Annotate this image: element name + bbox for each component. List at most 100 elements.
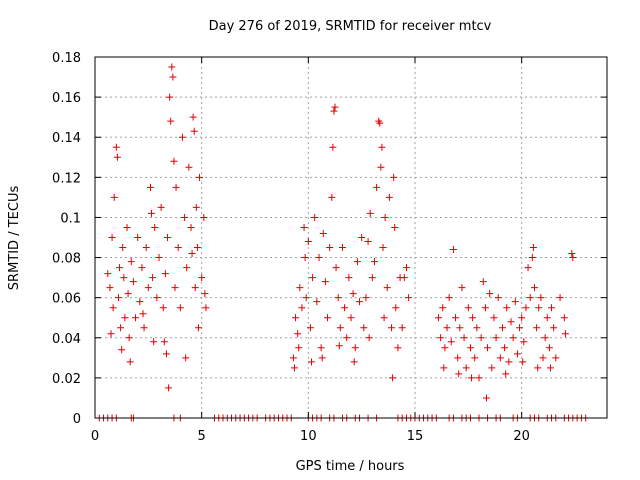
data-point [548, 304, 556, 312]
data-point [405, 294, 413, 302]
data-point [460, 334, 468, 342]
data-point [153, 294, 161, 302]
data-point [560, 314, 568, 322]
data-point [308, 358, 316, 366]
data-point [462, 364, 470, 372]
x-tick-label: 5 [198, 429, 206, 444]
data-point [464, 304, 472, 312]
data-point [516, 324, 524, 332]
data-point [321, 278, 329, 286]
data-point [479, 278, 487, 286]
x-tick-label: 10 [300, 429, 317, 444]
data-point [522, 304, 530, 312]
data-point [379, 244, 387, 252]
data-point [140, 324, 148, 332]
data-point [332, 264, 340, 272]
data-point [315, 254, 323, 262]
data-point [139, 310, 147, 318]
data-point [157, 203, 165, 211]
data-point [550, 324, 558, 332]
data-point [546, 364, 554, 372]
data-point [165, 384, 173, 392]
data-point [193, 244, 201, 252]
data-point [296, 284, 304, 292]
data-point [167, 117, 175, 125]
data-point [134, 234, 142, 241]
data-point [301, 254, 309, 262]
data-point [376, 119, 384, 127]
data-point [191, 284, 199, 292]
data-point [119, 244, 127, 252]
data-point [182, 354, 190, 362]
plot-frame [94, 56, 608, 419]
data-point [490, 314, 498, 322]
data-point [326, 244, 334, 252]
data-point [132, 314, 140, 322]
data-point [445, 294, 453, 302]
data-point [486, 290, 494, 298]
y-tick-label: 0.16 [52, 91, 81, 106]
data-point [160, 338, 168, 346]
data-point [298, 304, 306, 312]
data-point [471, 354, 479, 362]
data-point [569, 254, 577, 262]
data-point [449, 246, 457, 254]
data-point [392, 304, 400, 312]
data-point [169, 73, 177, 81]
data-point [458, 284, 466, 292]
data-point [488, 364, 496, 372]
data-point [482, 394, 490, 402]
data-point [294, 330, 302, 338]
data-point [456, 324, 464, 332]
data-point [378, 143, 386, 151]
data-point [336, 324, 344, 332]
x-tick-label: 15 [407, 429, 424, 444]
data-point [170, 157, 178, 165]
data-point [292, 314, 300, 322]
x-axis-label: GPS time / hours [296, 459, 405, 474]
data-point [300, 223, 308, 231]
data-point [328, 193, 336, 201]
data-point [475, 374, 483, 382]
data-point [437, 334, 445, 342]
data-point [454, 354, 462, 362]
data-point [290, 364, 298, 372]
data-point [194, 324, 202, 332]
data-point [496, 354, 504, 362]
data-point [389, 374, 397, 382]
data-point [528, 254, 536, 262]
data-point [530, 284, 538, 292]
x-axis-ticks: 0 5 10 15 20 [91, 57, 530, 444]
data-point [380, 314, 388, 322]
data-point [388, 324, 396, 332]
data-point [127, 258, 135, 266]
data-point [543, 314, 551, 322]
data-point [518, 314, 526, 322]
y-tick-label: 0.12 [52, 171, 81, 186]
data-point [507, 318, 515, 326]
data-point [368, 274, 376, 282]
data-point [129, 278, 137, 286]
data-point [183, 264, 191, 272]
data-point [136, 298, 144, 306]
data-point [172, 183, 180, 191]
data-point [529, 244, 537, 252]
data-point [356, 298, 364, 306]
data-point [125, 334, 133, 342]
chart-title: Day 276 of 2019, SRMTID for receiver mtc… [209, 19, 492, 34]
data-point [533, 324, 541, 332]
data-point [162, 350, 170, 358]
y-axis-ticks: 0 0.02 0.04 0.06 0.08 0.1 0.12 0.14 0.16 0.18 [52, 51, 607, 427]
data-point [113, 153, 121, 161]
y-tick-label: 0.18 [52, 51, 81, 66]
data-point [477, 334, 485, 342]
data-point [509, 334, 517, 342]
data-points [104, 63, 577, 402]
data-point [295, 344, 303, 352]
data-point [494, 294, 502, 302]
data-point [365, 334, 373, 342]
data-point [178, 133, 186, 141]
data-point [185, 163, 193, 171]
data-point [148, 209, 156, 217]
